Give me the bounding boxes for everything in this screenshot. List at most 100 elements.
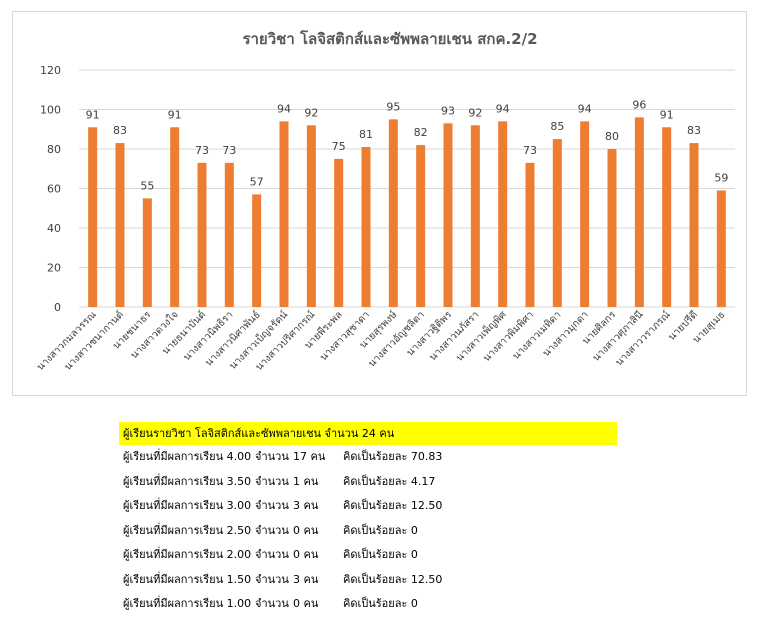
bar <box>443 123 453 307</box>
data-label: 55 <box>140 179 154 192</box>
summary-count: 17 คน <box>293 450 326 463</box>
bar <box>197 162 207 307</box>
summary-count-label: จำนวน <box>255 548 289 561</box>
summary-count-label: จำนวน <box>255 474 289 488</box>
data-label: 91 <box>86 108 100 121</box>
summary-row: ผู้เรียนที่มีผลการเรียน 2.00 จำนวน 0 คน คิด… <box>119 543 619 568</box>
bar <box>306 125 316 307</box>
bar <box>115 143 125 307</box>
summary-rows: ผู้เรียนที่มีผลการเรียน 4.00 จำนวน 17 คน คิ… <box>119 445 619 617</box>
y-tick-label: 120 <box>40 64 61 77</box>
summary-percent: คิดเป็นร้อยละ 12.50 <box>343 572 443 586</box>
summary-row: ผู้เรียนที่มีผลการเรียน 3.00 จำนวน 3 คน คิด… <box>119 494 619 519</box>
bar <box>142 198 152 307</box>
data-label: 95 <box>386 100 400 113</box>
bar <box>361 147 371 307</box>
data-label: 59 <box>714 171 728 184</box>
data-label: 73 <box>195 144 209 157</box>
data-label: 91 <box>660 108 674 121</box>
data-label: 75 <box>332 140 346 153</box>
y-tick-label: 0 <box>54 301 61 314</box>
summary-count-label: จำนวน <box>255 597 289 610</box>
bar-chart: รายวิชา โลจิสติกส์และซัพพลายเชน สกค.2/2 … <box>35 29 735 373</box>
data-labels: 91 83 55 91 73 73 57 94 92 75 81 95 82 93 92 94 73 85 94 80… <box>86 98 729 192</box>
summary-percent: คิดเป็นร้อยละ 4.17 <box>343 474 436 488</box>
bar <box>88 127 98 308</box>
data-label: 80 <box>605 130 619 143</box>
summary-desc: ผู้เรียนที่มีผลการเรียน 3.50 <box>123 474 252 488</box>
summary-desc: ผู้เรียนที่มีผลการเรียน 2.50 <box>123 523 252 537</box>
bar <box>170 127 180 308</box>
data-label: 94 <box>496 102 510 115</box>
bar <box>388 119 398 307</box>
data-label: 93 <box>441 104 455 117</box>
summary-desc: ผู้เรียนที่มีผลการเรียน 3.00 <box>123 499 252 512</box>
summary-count-label: จำนวน <box>255 450 289 463</box>
summary-count: 0 คน <box>293 597 319 610</box>
summary-desc: ผู้เรียนที่มีผลการเรียน 2.00 <box>123 548 252 561</box>
bar <box>607 149 617 307</box>
bar <box>416 145 426 307</box>
data-label: 73 <box>523 144 537 157</box>
data-label: 91 <box>168 108 182 121</box>
bar <box>224 162 234 307</box>
data-label: 82 <box>414 126 428 139</box>
x-category-label: นางสาวดวงใจ <box>128 309 181 362</box>
bar <box>470 125 480 307</box>
bar <box>279 121 289 307</box>
y-tick-label: 80 <box>47 143 61 156</box>
data-label: 73 <box>222 144 236 157</box>
data-label: 96 <box>632 98 646 111</box>
bar <box>525 162 535 307</box>
y-tick-label: 20 <box>47 262 61 275</box>
summary-desc: ผู้เรียนที่มีผลการเรียน 4.00 <box>123 450 252 463</box>
summary-row: ผู้เรียนที่มีผลการเรียน 3.50 จำนวน 1 คน คิด… <box>119 470 619 495</box>
bar <box>552 139 562 307</box>
summary-desc: ผู้เรียนที่มีผลการเรียน 1.50 <box>123 572 252 586</box>
summary-percent: คิดเป็นร้อยละ 0 <box>343 597 418 610</box>
summary-count-label: จำนวน <box>255 499 289 512</box>
data-label: 83 <box>113 124 127 137</box>
summary-header: ผู้เรียนรายวิชา โลจิสติกส์และซัพพลายเชน … <box>119 422 617 445</box>
bar <box>498 121 508 307</box>
summary-count: 3 คน <box>293 572 319 586</box>
gridlines <box>79 69 735 308</box>
data-label: 92 <box>304 106 318 119</box>
chart-title: รายวิชา โลจิสติกส์และซัพพลายเชน สกค.2/2 <box>242 29 537 48</box>
bar <box>252 194 262 307</box>
bar <box>634 117 644 308</box>
summary-count: 3 คน <box>293 499 319 512</box>
bar <box>716 190 726 307</box>
summary-count: 0 คน <box>293 523 319 537</box>
bars <box>88 117 726 308</box>
summary-count: 0 คน <box>293 548 319 561</box>
x-axis-categories: นางสาวกมลวรรณนางสาวชนากานต์นายชนาธรนางสา… <box>35 307 727 373</box>
summary-percent: คิดเป็นร้อยละ 70.83 <box>343 450 443 463</box>
data-label: 57 <box>250 175 264 188</box>
data-label: 83 <box>687 124 701 137</box>
y-tick-label: 60 <box>47 183 61 196</box>
summary-row: ผู้เรียนที่มีผลการเรียน 4.00 จำนวน 17 คน คิ… <box>119 445 619 470</box>
data-label: 85 <box>550 120 564 133</box>
summary-count-label: จำนวน <box>255 572 289 586</box>
summary-percent: คิดเป็นร้อยละ 12.50 <box>343 499 443 512</box>
data-label: 94 <box>277 102 291 115</box>
summary-row: ผู้เรียนที่มีผลการเรียน 1.50 จำนวน 3 คน คิด… <box>119 568 619 593</box>
chart-container: รายวิชา โลจิสติกส์และซัพพลายเชน สกค.2/2 … <box>12 11 747 396</box>
bar <box>689 143 699 307</box>
y-tick-label: 40 <box>47 222 61 235</box>
summary-percent: คิดเป็นร้อยละ 0 <box>343 548 418 561</box>
data-label: 92 <box>468 106 482 119</box>
summary-row: ผู้เรียนที่มีผลการเรียน 2.50 จำนวน 0 คน คิด… <box>119 519 619 544</box>
summary-count: 1 คน <box>293 474 319 488</box>
bar <box>662 127 672 308</box>
summary-row: ผู้เรียนที่มีผลการเรียน 1.00 จำนวน 0 คน คิด… <box>119 592 619 617</box>
y-tick-label: 100 <box>40 104 61 117</box>
grade-summary: ผู้เรียนรายวิชา โลจิสติกส์และซัพพลายเชน … <box>119 422 619 617</box>
data-label: 94 <box>578 102 592 115</box>
data-label: 81 <box>359 128 373 141</box>
bar <box>580 121 590 307</box>
summary-desc: ผู้เรียนที่มีผลการเรียน 1.00 <box>123 597 252 610</box>
summary-count-label: จำนวน <box>255 523 289 537</box>
bar <box>334 158 344 307</box>
